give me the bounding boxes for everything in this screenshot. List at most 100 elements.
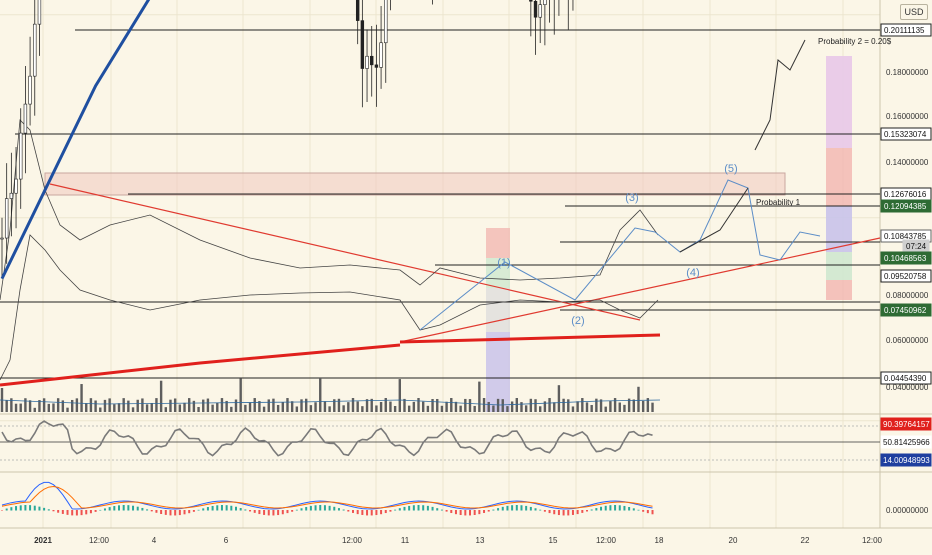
macd-histogram-bar: [5, 508, 8, 511]
volume-bar: [370, 398, 373, 412]
volume-bar: [28, 400, 32, 412]
currency-button[interactable]: USD: [900, 4, 928, 20]
volume-bar: [80, 384, 83, 412]
macd-histogram-bar: [459, 510, 462, 516]
macd-histogram-bar: [576, 510, 579, 515]
trendline: [49, 183, 641, 321]
volume-bar: [281, 402, 284, 412]
volume-bar: [253, 398, 256, 412]
fib-zone: [486, 332, 510, 412]
volume-bar: [202, 399, 205, 412]
rsi-label-box: [880, 453, 932, 467]
volume-bar: [632, 399, 635, 412]
macd-histogram-bar: [403, 506, 406, 511]
candle: [533, 0, 538, 18]
volume-bar: [436, 398, 439, 412]
macd-histogram-bar: [492, 509, 495, 511]
candle: [543, 0, 547, 5]
volume-bar: [337, 398, 341, 412]
volume-bar: [258, 401, 261, 412]
volume-bar: [66, 407, 69, 412]
candle: [384, 0, 388, 44]
volume-bar: [557, 385, 561, 412]
volume-bar: [113, 404, 116, 412]
macd-histogram-bar: [253, 510, 256, 513]
macd-histogram-bar: [646, 510, 649, 514]
macd-axis-tick: 0.00000000: [886, 506, 929, 515]
macd-histogram-bar: [632, 508, 635, 511]
volume-bar: [585, 402, 589, 412]
volume-bar: [571, 406, 575, 412]
macd-histogram-bar: [103, 508, 106, 511]
fib-zone: [486, 288, 510, 332]
candle: [379, 42, 383, 68]
macd-histogram-bar: [118, 505, 120, 511]
macd-histogram-bar: [511, 505, 514, 511]
volume-bar: [422, 401, 425, 412]
volume-bar: [487, 401, 490, 412]
candle: [355, 0, 360, 21]
volume-bar: [262, 406, 266, 412]
price-label: 0.09520758: [884, 272, 927, 281]
volume-bar: [473, 405, 476, 412]
macd-histogram-bar: [454, 510, 457, 515]
fib-zone: [826, 206, 852, 252]
candle: [4, 198, 9, 239]
volume-bar: [407, 405, 411, 412]
macd-histogram-bar: [501, 506, 504, 511]
volume-bar: [38, 400, 41, 412]
macd-histogram-bar: [651, 510, 654, 515]
volume-bar: [248, 402, 252, 412]
volume-bar: [576, 401, 579, 412]
price-label: 0.20111135: [884, 26, 925, 35]
volume-bar: [159, 380, 163, 412]
trendline: [399, 237, 881, 343]
volume-bar: [510, 401, 514, 412]
volume-bar: [211, 404, 214, 412]
price-label: 0.07450962: [884, 306, 927, 315]
volume-bar: [590, 405, 593, 412]
macd-histogram-bar: [99, 509, 102, 511]
volume-bar: [328, 406, 331, 412]
macd-histogram-bar: [380, 510, 383, 515]
price-label: 0.12676016: [884, 190, 927, 199]
volume-bar: [71, 399, 74, 412]
price-axis-tick: 0.18000000: [886, 68, 929, 77]
macd-histogram-bar: [244, 509, 247, 511]
volume-bar: [127, 400, 130, 412]
macd-histogram-bar: [567, 510, 570, 516]
macd-histogram-bar: [529, 506, 532, 511]
macd-histogram-bar: [286, 510, 289, 514]
volume-bar: [445, 401, 448, 412]
macd-histogram-bar: [384, 510, 387, 514]
macd-histogram-bar: [249, 510, 252, 512]
volume-bar: [206, 398, 210, 412]
volume-bar: [61, 400, 65, 412]
macd-histogram-bar: [216, 505, 219, 511]
volume-bar: [440, 405, 444, 412]
volume-bar: [515, 398, 518, 412]
volume-bar: [543, 401, 547, 412]
macd-histogram-bar: [89, 510, 92, 514]
volume-bar: [150, 402, 153, 412]
macd-histogram-bar: [398, 508, 401, 511]
time-axis-tick: 12:00: [862, 536, 883, 545]
volume-bar: [173, 398, 177, 412]
volume-bar: [234, 399, 238, 412]
macd-histogram-bar: [478, 510, 481, 515]
volume-bar: [459, 405, 462, 412]
volume-bar: [389, 401, 392, 412]
volume-bar: [431, 399, 434, 412]
volume-bar: [384, 398, 387, 412]
volume-bar: [272, 398, 275, 412]
macd-histogram-bar: [305, 506, 308, 511]
macd-histogram-bar: [595, 508, 598, 511]
rsi-label: 50.81425966: [883, 438, 930, 447]
time-axis-tick: 18: [655, 536, 664, 545]
macd-histogram-bar: [548, 510, 551, 514]
volume-bar: [131, 407, 135, 412]
time-axis-tick: 22: [801, 536, 810, 545]
macd-histogram-bar: [497, 508, 500, 511]
